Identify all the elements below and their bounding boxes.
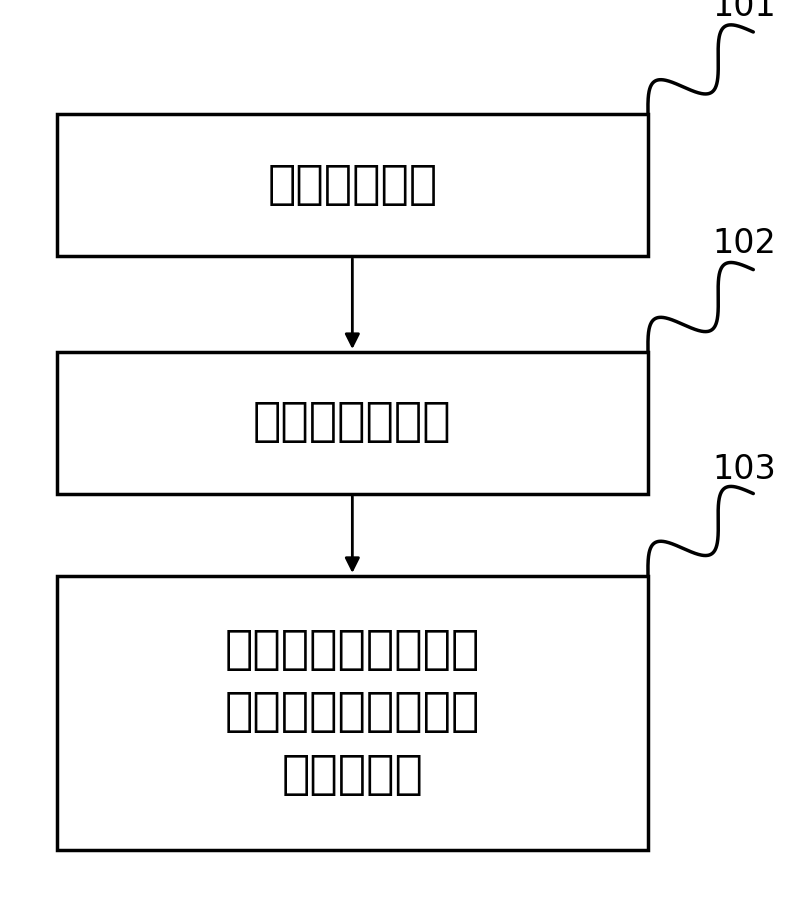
Text: 103: 103 [713, 453, 777, 486]
FancyBboxPatch shape [57, 352, 648, 494]
Text: 传感器漂移判断: 传感器漂移判断 [253, 400, 452, 445]
Text: 101: 101 [713, 0, 777, 23]
FancyBboxPatch shape [57, 114, 648, 256]
Text: 基于传感器融合里程
计的相机与激光雷达
自动重标定: 基于传感器融合里程 计的相机与激光雷达 自动重标定 [224, 628, 480, 798]
FancyBboxPatch shape [57, 576, 648, 850]
Text: 记录基准数据: 记录基准数据 [267, 163, 437, 207]
Text: 102: 102 [713, 228, 777, 260]
